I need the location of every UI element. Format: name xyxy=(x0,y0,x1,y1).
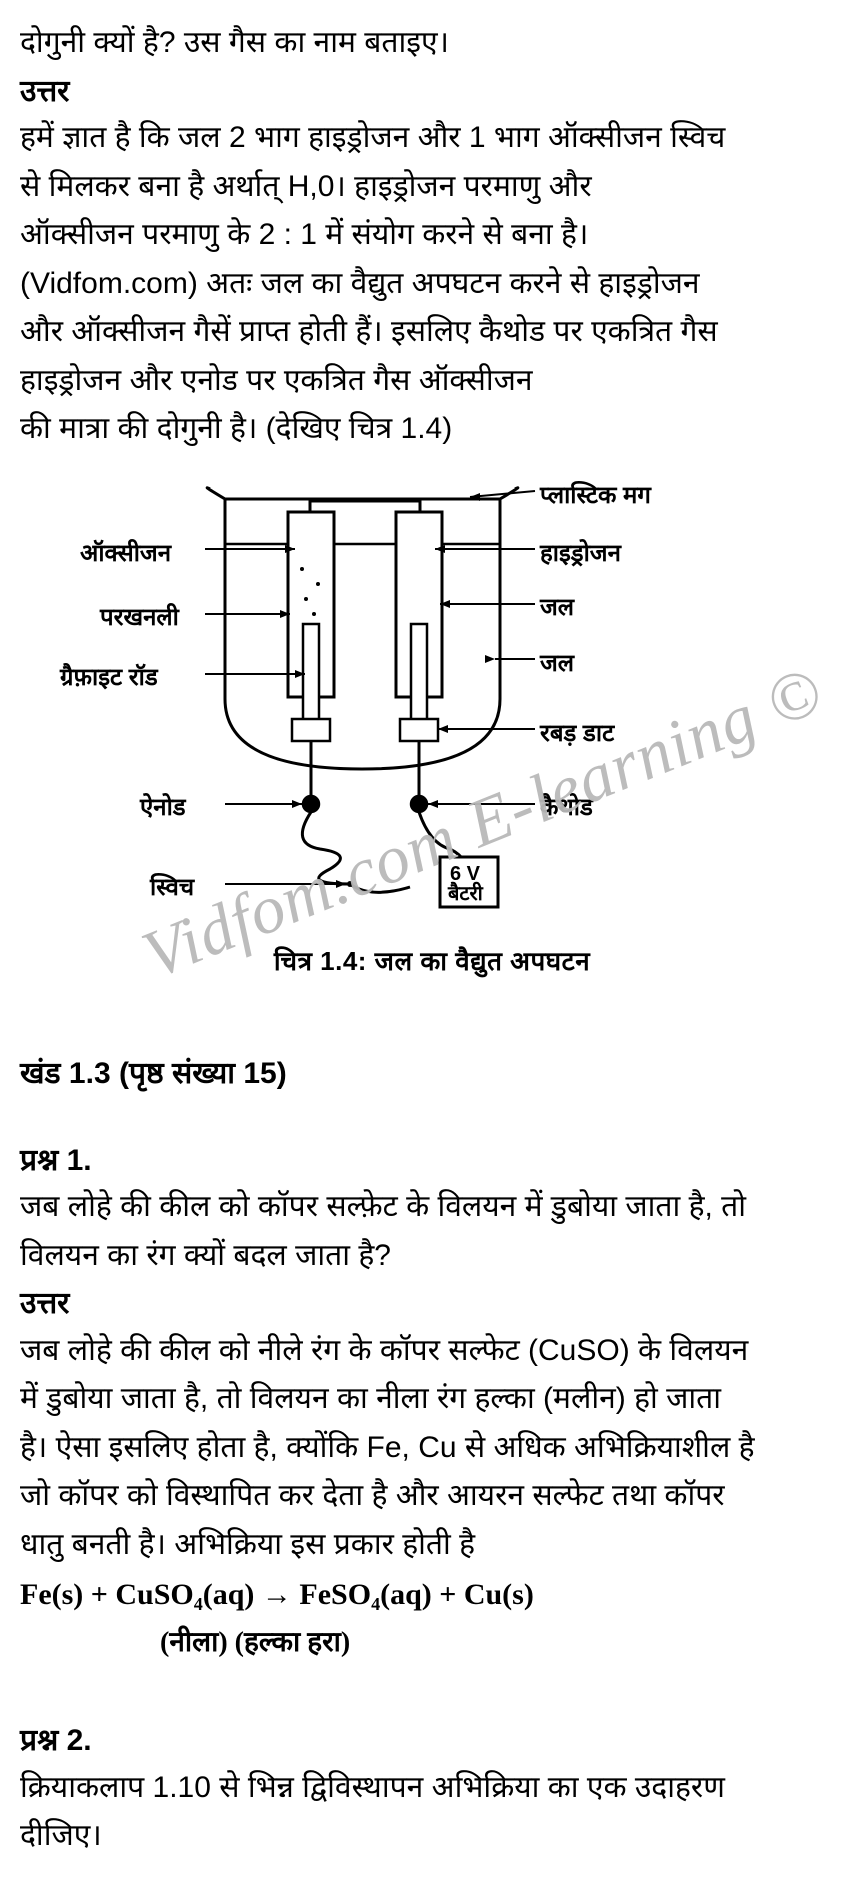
answer1-line4: (Vidfom.com) अतः जल का वैद्युत अपघटन करन… xyxy=(20,261,844,308)
section-heading: खंड 1.3 (पृष्ठ संख्या 15) xyxy=(20,1051,844,1098)
answer1-line2: से मिलकर बना है अर्थात् H,0। हाइड्रोजन प… xyxy=(20,164,844,211)
answer-heading: उत्तर xyxy=(20,69,844,116)
question2-line1: क्रियाकलाप 1.10 से भिन्न द्विविस्थापन अभ… xyxy=(20,1765,844,1812)
chemical-equation: Fe(s) + CuSO₄(aq) → FeSO₄(aq) + Cu(s) xyxy=(20,1572,844,1619)
chemical-equation-annotation: (नीला) (हल्का हरा) xyxy=(160,1621,844,1664)
label-cathode: कैथोड xyxy=(540,789,593,826)
answer1-line3: ऑक्सीजन परमाणु के 2 : 1 में संयोग करने स… xyxy=(20,212,844,259)
answer1-line5: और ऑक्सीजन गैसें प्राप्त होती हैं। इसलिए… xyxy=(20,309,844,356)
question1-label: प्रश्न 1. xyxy=(20,1138,844,1185)
answer1-line6: हाइड्रोजन और एनोड पर एकत्रित गैस ऑक्सीजन xyxy=(20,358,844,405)
label-oxygen: ऑक्सीजन xyxy=(80,535,171,572)
question-top-continued: दोगुनी क्यों है? उस गैस का नाम बताइए। xyxy=(20,20,844,67)
answer1-label: उत्तर xyxy=(20,1281,844,1328)
label-plastic-mug: प्लास्टिक मग xyxy=(540,477,651,514)
answer1-line7: की मात्रा की दोगुनी है। (देखिए चित्र 1.4… xyxy=(20,406,844,453)
electrolysis-diagram: प्लास्टिक मग हाइड्रोजन ऑक्सीजन परखनली जल… xyxy=(70,469,690,934)
diagram-caption: चित्र 1.4: जल का वैद्युत अपघटन xyxy=(20,941,844,981)
label-anode: ऐनोड xyxy=(140,789,186,826)
a1-line1: जब लोहे की कील को नीले रंग के कॉपर सल्फे… xyxy=(20,1328,844,1375)
question2-line2: दीजिए। xyxy=(20,1813,844,1860)
label-test-tube: परखनली xyxy=(100,599,179,636)
a1-line5: धातु बनती है। अभिक्रिया इस प्रकार होती ह… xyxy=(20,1522,844,1569)
label-water-inner: जल xyxy=(540,589,574,626)
label-hydrogen: हाइड्रोजन xyxy=(540,535,621,572)
answer1-line1: हमें ज्ञात है कि जल 2 भाग हाइड्रोजन और 1… xyxy=(20,115,844,162)
label-switch: स्विच xyxy=(150,869,194,906)
question1-line1: जब लोहे की कील को कॉपर सल्फ़ेट के विलयन … xyxy=(20,1184,844,1231)
label-rubber-stop: रबड़ डाट xyxy=(540,715,614,752)
question1-line2: विलयन का रंग क्यों बदल जाता है? xyxy=(20,1233,844,1280)
a1-line2: में डुबोया जाता है, तो विलयन का नीला रंग… xyxy=(20,1376,844,1423)
a1-line4: जो कॉपर को विस्थापित कर देता है और आयरन … xyxy=(20,1473,844,1520)
label-graphite-rod: ग्रैफ़ाइट रॉड xyxy=(60,659,158,696)
label-battery: बैटरी xyxy=(448,879,483,910)
question2-label: प्रश्न 2. xyxy=(20,1718,844,1765)
label-water-outer: जल xyxy=(540,645,574,682)
a1-line3: है। ऐसा इसलिए होता है, क्योंकि Fe, Cu से… xyxy=(20,1425,844,1472)
